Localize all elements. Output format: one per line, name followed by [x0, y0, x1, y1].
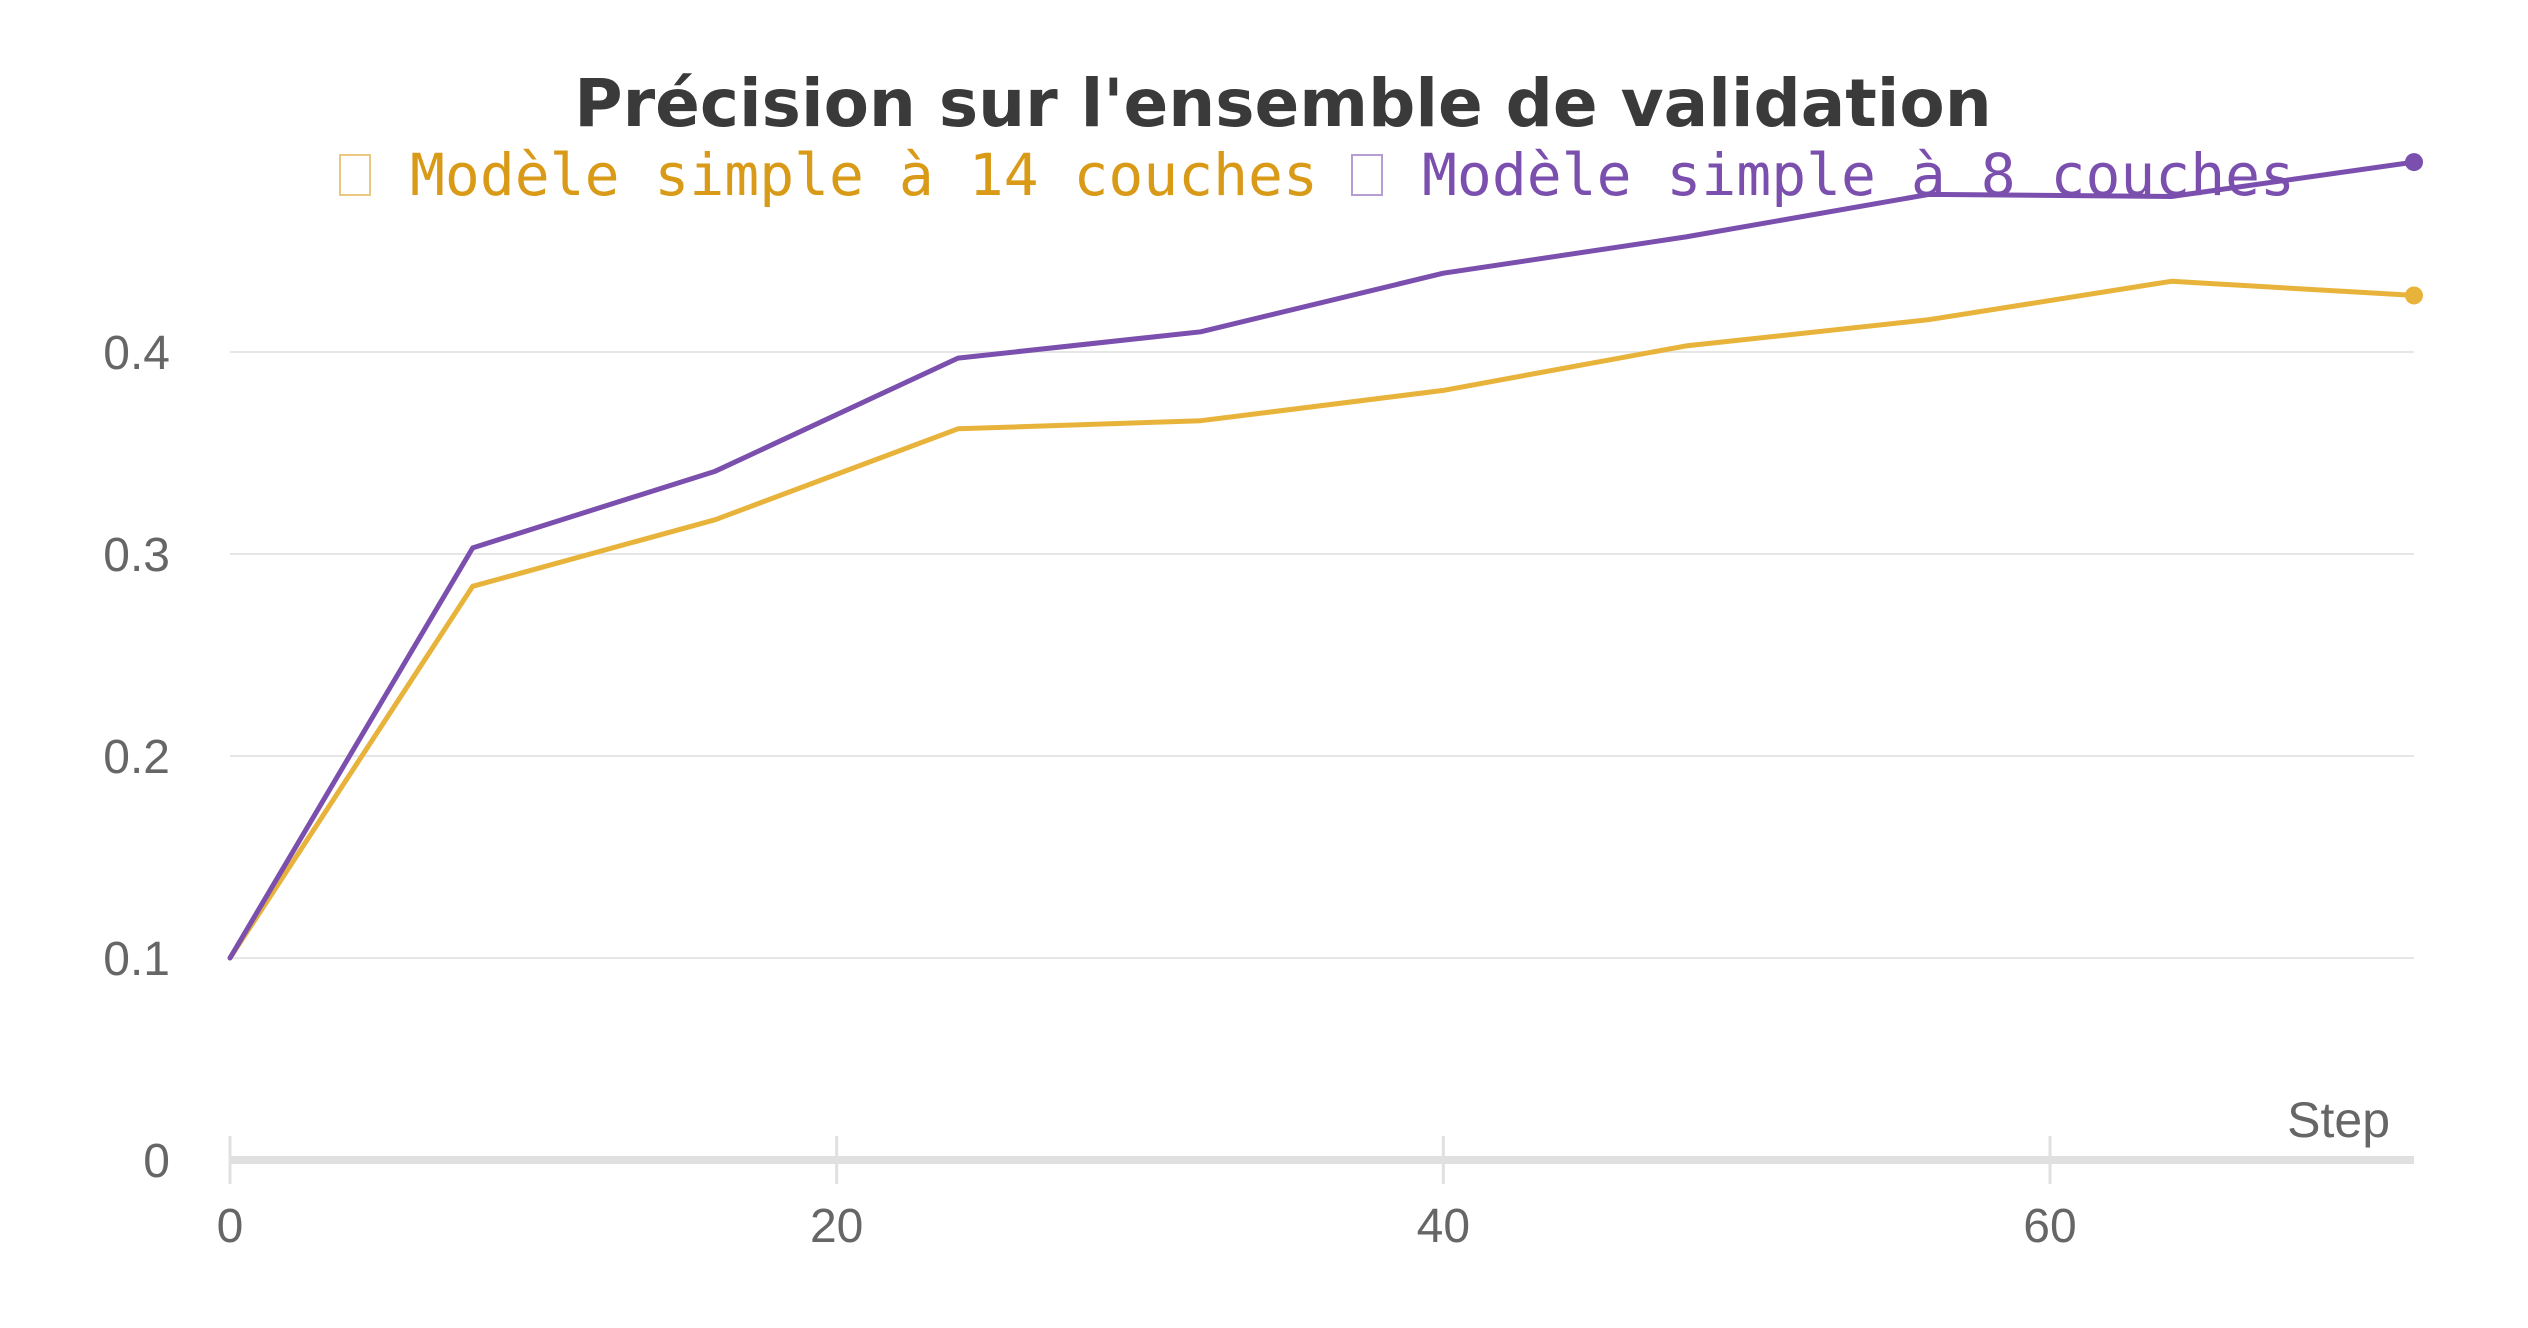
y-tick-label-0: 0	[143, 1135, 170, 1188]
x-tick-label-1: 20	[810, 1200, 863, 1253]
y-tick-label-3: 0.3	[103, 529, 170, 582]
legend-label-0: Modèle simple à 14 couches	[410, 141, 1318, 209]
series-line-1	[227, 159, 2417, 961]
series-layer	[227, 153, 2423, 961]
y-tick-label-2: 0.2	[103, 731, 170, 784]
y-axis: 0 0.1 0.2 0.3 0.4	[103, 327, 170, 1188]
y-tick-label-1: 0.1	[103, 933, 170, 986]
legend-swatch-1	[1351, 154, 1383, 196]
series-end-point-1	[2405, 153, 2423, 172]
legend: Modèle simple à 14 couches Modèle simple …	[339, 141, 2295, 209]
x-tick-label-0: 0	[217, 1200, 244, 1253]
chart-title: Précision sur l'ensemble de validation	[574, 65, 1992, 142]
x-tick-label-2: 40	[1417, 1200, 1470, 1253]
x-axis-title: Step	[2287, 1092, 2390, 1148]
legend-swatch-0	[339, 154, 371, 196]
series-end-point-0	[2405, 286, 2423, 305]
gridlines	[230, 351, 2414, 959]
x-axis: 0 20 40 60	[217, 1136, 2414, 1253]
series-line-0	[227, 278, 2417, 961]
legend-label-1: Modèle simple à 8 couches	[1422, 141, 2295, 209]
y-tick-label-4: 0.4	[103, 327, 170, 380]
x-tick-label-3: 60	[2023, 1200, 2076, 1253]
